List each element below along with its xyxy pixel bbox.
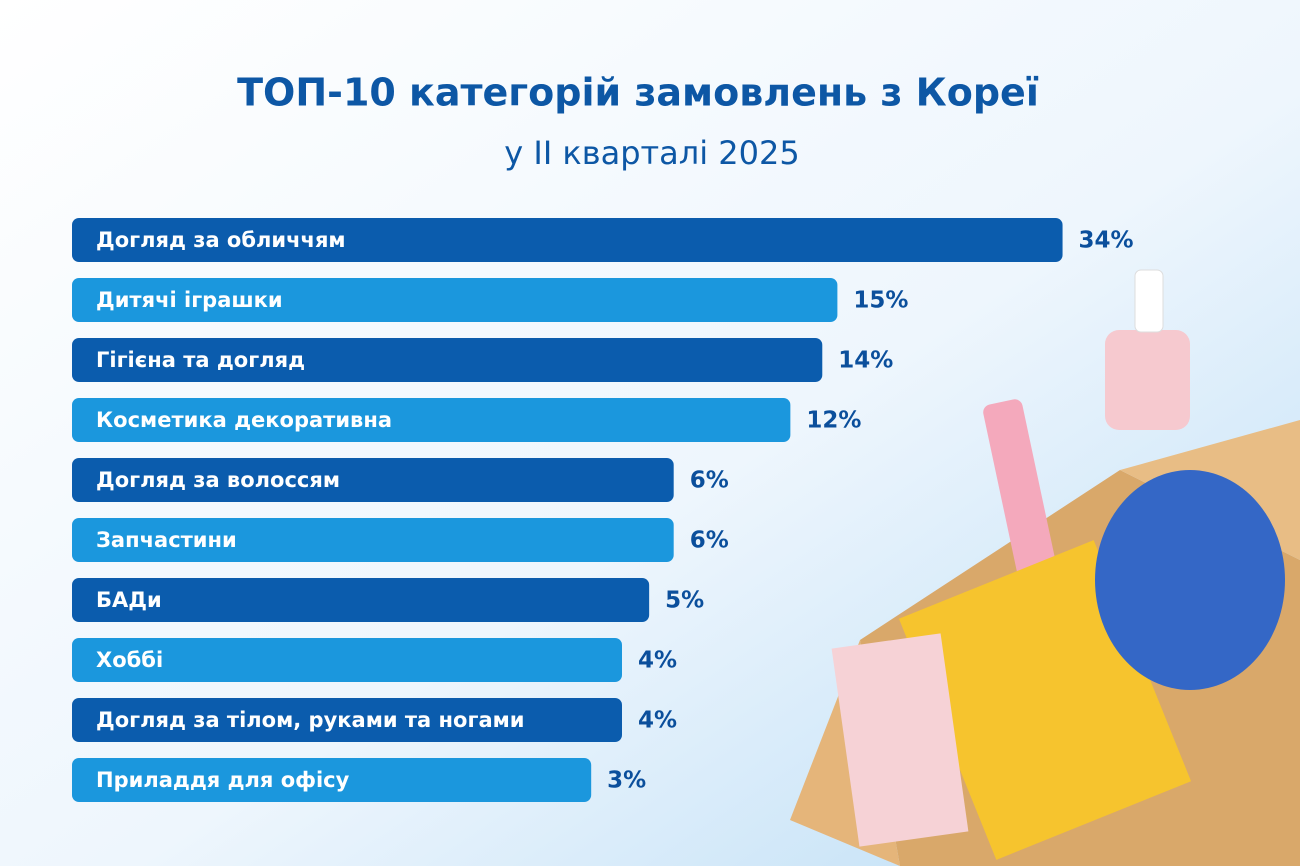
category-label: БАДи — [96, 588, 162, 612]
bar — [72, 518, 674, 562]
value-label: 4% — [638, 708, 677, 734]
category-label: Хоббі — [96, 648, 163, 672]
bar — [72, 458, 674, 502]
bar — [72, 398, 791, 442]
bar — [72, 758, 592, 802]
bar — [72, 638, 622, 682]
chart-subtitle: у II кварталі 2025 — [504, 134, 799, 172]
value-label: 15% — [853, 288, 908, 314]
category-label: Догляд за волоссям — [96, 468, 340, 492]
category-label: Гігієна та догляд — [96, 348, 305, 372]
bar — [72, 278, 838, 322]
chart-title: ТОП-10 категорій замовлень з Кореї — [237, 71, 1039, 115]
bar — [72, 218, 1063, 262]
category-label: Догляд за обличчям — [96, 228, 346, 252]
bar — [72, 698, 622, 742]
bar — [72, 338, 823, 382]
value-label: 34% — [1079, 228, 1134, 254]
category-label: Дитячі іграшки — [96, 288, 283, 312]
value-label: 6% — [690, 528, 729, 554]
category-label: Догляд за тілом, руками та ногами — [96, 708, 525, 732]
value-label: 5% — [665, 588, 704, 614]
value-label: 6% — [690, 468, 729, 494]
category-label: Приладдя для офісу — [96, 768, 350, 792]
category-label: Запчастини — [96, 528, 237, 552]
value-label: 3% — [607, 768, 646, 794]
decoration — [790, 269, 1300, 866]
value-label: 14% — [838, 348, 893, 374]
value-label: 12% — [806, 408, 861, 434]
category-label: Косметика декоративна — [96, 408, 392, 432]
value-label: 4% — [638, 648, 677, 674]
bar — [72, 578, 650, 622]
